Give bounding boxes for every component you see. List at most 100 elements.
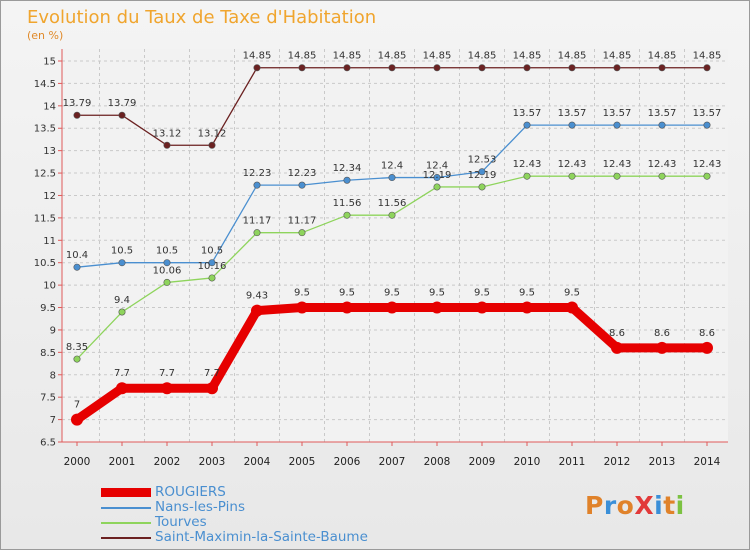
data-label: 9.43 <box>246 291 268 302</box>
data-label: 13.57 <box>558 108 587 119</box>
chart-subtitle: (en %) <box>27 29 64 42</box>
data-label: 7.7 <box>159 368 175 379</box>
data-label: 10.16 <box>198 261 227 272</box>
data-point <box>298 229 306 237</box>
legend-label: Tourves <box>155 514 207 530</box>
data-label: 12.4 <box>426 161 448 172</box>
y-tick-label: 8 <box>50 370 56 381</box>
data-point <box>523 121 531 129</box>
data-point <box>163 259 171 267</box>
data-label: 12.43 <box>648 159 677 170</box>
logo-letter: i <box>654 491 664 520</box>
y-tick-label: 14 <box>43 101 56 112</box>
data-point <box>703 64 711 72</box>
data-point <box>478 64 486 72</box>
y-tick-label: 7 <box>50 415 56 426</box>
data-label: 8.6 <box>699 328 715 339</box>
data-point <box>476 301 488 314</box>
data-label: 12.53 <box>468 155 497 166</box>
data-label: 13.57 <box>513 108 542 119</box>
data-point <box>163 141 171 149</box>
data-label: 12.23 <box>243 168 272 179</box>
data-point <box>386 301 398 314</box>
legend-label: Saint-Maximin-la-Sainte-Baume <box>155 529 368 545</box>
data-label: 9.5 <box>294 288 310 299</box>
data-point <box>388 64 396 72</box>
data-label: 8.35 <box>66 342 88 353</box>
data-point <box>478 183 486 191</box>
data-point <box>658 64 666 72</box>
data-point <box>208 274 216 282</box>
data-point <box>521 301 533 314</box>
legend-swatch <box>101 507 151 509</box>
x-tick-label: 2001 <box>109 456 136 468</box>
y-tick-label: 13.5 <box>34 124 56 135</box>
data-label: 13.79 <box>108 98 137 109</box>
data-point <box>523 172 531 180</box>
x-tick-label: 2005 <box>289 456 316 468</box>
data-label: 11.17 <box>288 216 317 227</box>
data-point <box>433 183 441 191</box>
data-point <box>388 174 396 182</box>
data-label: 14.85 <box>558 51 587 62</box>
y-tick-label: 9 <box>50 325 56 336</box>
data-point <box>478 168 486 176</box>
logo-letter: r <box>603 491 617 520</box>
x-tick-label: 2006 <box>334 456 361 468</box>
data-point <box>298 181 306 189</box>
data-label: 7 <box>74 400 80 411</box>
data-point <box>253 64 261 72</box>
data-point <box>433 64 441 72</box>
data-point <box>206 382 218 395</box>
data-point <box>568 64 576 72</box>
data-point <box>566 301 578 314</box>
data-label: 12.43 <box>513 159 542 170</box>
data-label: 13.57 <box>648 108 677 119</box>
y-tick-label: 8.5 <box>40 348 56 359</box>
data-point <box>118 308 126 316</box>
data-point <box>208 141 216 149</box>
data-label: 13.57 <box>603 108 632 119</box>
legend-label: Nans-les-Pins <box>155 499 245 515</box>
y-tick-label: 10.5 <box>34 258 56 269</box>
y-tick-label: 11.5 <box>34 213 56 224</box>
data-label: 13.12 <box>153 128 182 139</box>
data-label: 12.23 <box>288 168 317 179</box>
data-label: 13.57 <box>693 108 722 119</box>
data-point <box>658 172 666 180</box>
series-saint-maximin-la-sainte-baume: 13.79 13.79 13.12 13.12 14.85 14.85 14.85 14.85… <box>63 51 721 149</box>
data-point <box>73 263 81 271</box>
data-label: 9.5 <box>429 288 445 299</box>
data-label: 12.43 <box>558 159 587 170</box>
x-tick-label: 2013 <box>649 456 676 468</box>
y-tick-label: 6.5 <box>40 438 56 449</box>
legend-swatch <box>101 522 151 524</box>
data-point <box>116 382 128 395</box>
data-label: 14.85 <box>423 51 452 62</box>
data-point <box>656 341 668 354</box>
data-point <box>253 229 261 237</box>
x-tick-label: 2003 <box>199 456 226 468</box>
data-point <box>611 341 623 354</box>
proxiti-logo: ProXiti <box>585 491 685 520</box>
y-tick-label: 9.5 <box>40 303 56 314</box>
legend-label: ROUGIERS <box>155 484 226 500</box>
y-tick-label: 7.5 <box>40 393 56 404</box>
data-label: 14.85 <box>468 51 497 62</box>
data-point <box>343 211 351 219</box>
data-point <box>613 121 621 129</box>
data-label: 9.5 <box>474 288 490 299</box>
data-point <box>343 64 351 72</box>
data-point <box>73 111 81 119</box>
data-point <box>296 301 308 314</box>
data-label: 12.19 <box>468 170 497 181</box>
y-tick-label: 12.5 <box>34 169 56 180</box>
x-tick-label: 2008 <box>424 456 451 468</box>
data-label: 10.06 <box>153 265 182 276</box>
data-point <box>298 64 306 72</box>
data-label: 9.5 <box>384 288 400 299</box>
data-label: 9.4 <box>114 295 130 306</box>
data-point <box>341 301 353 314</box>
data-point <box>431 301 443 314</box>
